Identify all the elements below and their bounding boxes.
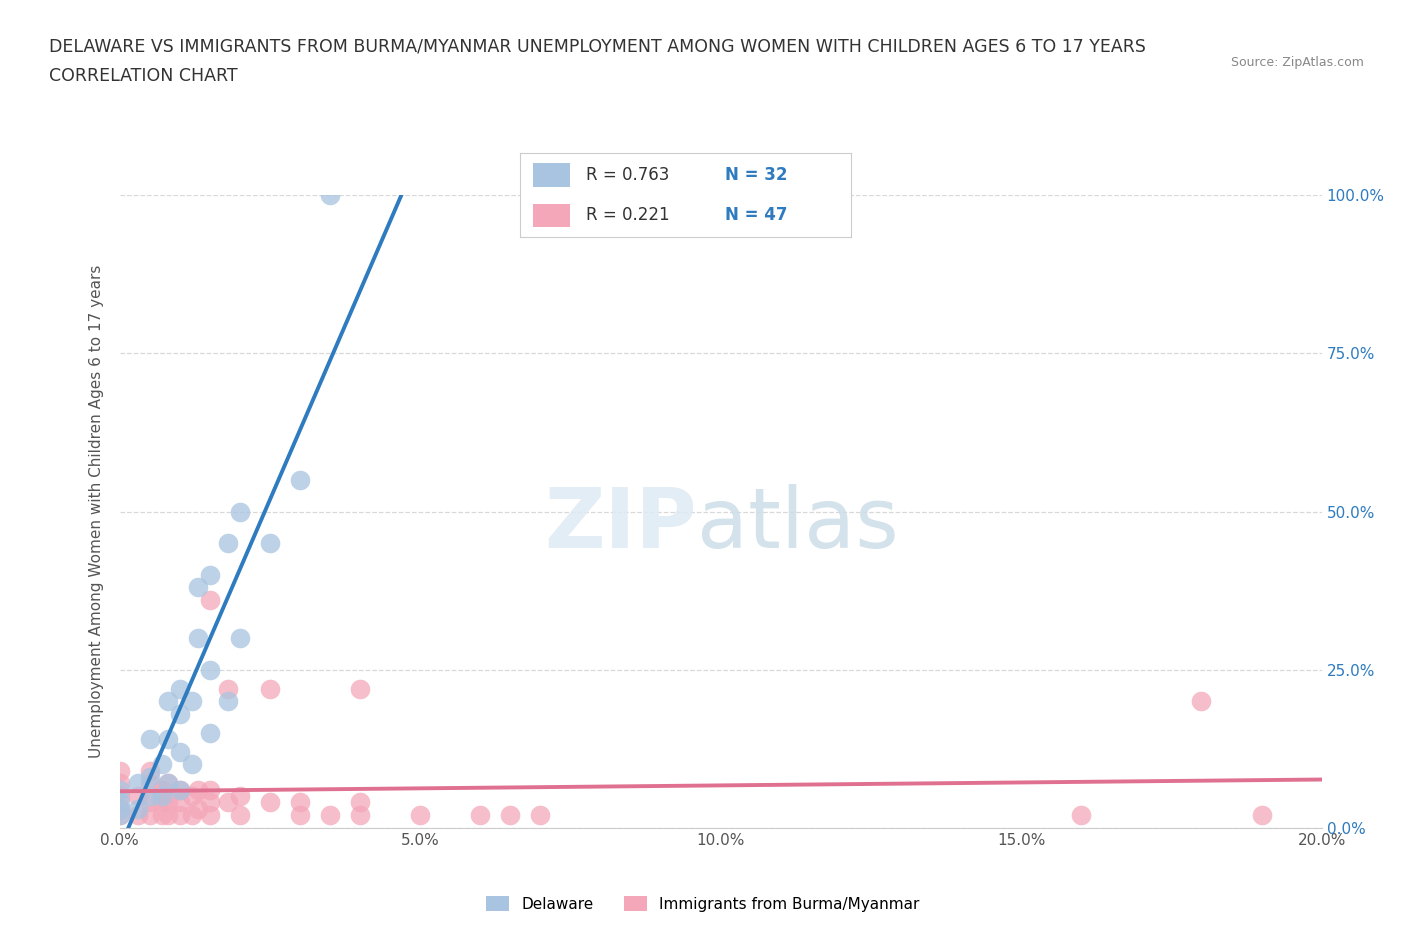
- Point: [217, 694, 239, 709]
- Point: [108, 776, 131, 790]
- Point: [198, 567, 221, 582]
- Text: R = 0.221: R = 0.221: [586, 206, 669, 224]
- Point: [169, 795, 191, 810]
- Point: [217, 795, 239, 810]
- Point: [198, 782, 221, 797]
- Point: [180, 789, 202, 804]
- Point: [228, 631, 252, 645]
- Y-axis label: Unemployment Among Women with Children Ages 6 to 17 years: Unemployment Among Women with Children A…: [89, 265, 104, 758]
- Text: Source: ZipAtlas.com: Source: ZipAtlas.com: [1230, 56, 1364, 69]
- Point: [127, 807, 149, 822]
- Point: [1250, 807, 1272, 822]
- Point: [156, 776, 179, 790]
- Point: [156, 732, 179, 747]
- Point: [169, 807, 191, 822]
- Point: [156, 776, 179, 790]
- Point: [349, 807, 371, 822]
- Point: [138, 770, 160, 785]
- Point: [138, 795, 160, 810]
- Point: [108, 807, 131, 822]
- Point: [198, 592, 221, 607]
- Point: [198, 725, 221, 740]
- Point: [138, 789, 160, 804]
- Point: [169, 707, 191, 722]
- Point: [187, 631, 209, 645]
- Text: N = 47: N = 47: [725, 206, 787, 224]
- Point: [288, 807, 311, 822]
- Point: [217, 681, 239, 696]
- Text: ZIP: ZIP: [544, 484, 696, 565]
- Point: [468, 807, 492, 822]
- Point: [138, 732, 160, 747]
- Point: [180, 757, 202, 772]
- Point: [198, 795, 221, 810]
- Point: [108, 807, 131, 822]
- Text: atlas: atlas: [696, 484, 898, 565]
- Point: [499, 807, 522, 822]
- Point: [349, 795, 371, 810]
- Point: [198, 807, 221, 822]
- Point: [259, 681, 281, 696]
- Point: [156, 795, 179, 810]
- Point: [150, 795, 173, 810]
- Point: [156, 807, 179, 822]
- Point: [288, 795, 311, 810]
- Point: [288, 472, 311, 487]
- Point: [127, 776, 149, 790]
- Point: [150, 782, 173, 797]
- Point: [169, 782, 191, 797]
- Point: [259, 536, 281, 551]
- Bar: [533, 204, 569, 227]
- Point: [127, 802, 149, 817]
- Point: [187, 782, 209, 797]
- Legend: Delaware, Immigrants from Burma/Myanmar: Delaware, Immigrants from Burma/Myanmar: [481, 889, 925, 918]
- Bar: [533, 164, 569, 187]
- Point: [180, 694, 202, 709]
- Point: [108, 764, 131, 778]
- Point: [187, 580, 209, 595]
- Text: CORRELATION CHART: CORRELATION CHART: [49, 67, 238, 85]
- Point: [180, 807, 202, 822]
- Point: [150, 807, 173, 822]
- Point: [1070, 807, 1092, 822]
- Point: [169, 782, 191, 797]
- Point: [529, 807, 551, 822]
- Point: [127, 789, 149, 804]
- Point: [150, 789, 173, 804]
- Point: [108, 789, 131, 804]
- Text: R = 0.763: R = 0.763: [586, 166, 669, 184]
- Point: [319, 188, 342, 203]
- Point: [409, 807, 432, 822]
- Point: [156, 694, 179, 709]
- Point: [228, 807, 252, 822]
- Point: [108, 782, 131, 797]
- Point: [187, 802, 209, 817]
- Point: [108, 802, 131, 817]
- Text: N = 32: N = 32: [725, 166, 787, 184]
- Point: [259, 795, 281, 810]
- Point: [228, 789, 252, 804]
- Point: [108, 795, 131, 810]
- Point: [169, 744, 191, 759]
- Point: [108, 802, 131, 817]
- Point: [138, 764, 160, 778]
- Point: [319, 807, 342, 822]
- Point: [150, 757, 173, 772]
- Point: [349, 681, 371, 696]
- Point: [169, 681, 191, 696]
- Point: [138, 807, 160, 822]
- Text: DELAWARE VS IMMIGRANTS FROM BURMA/MYANMAR UNEMPLOYMENT AMONG WOMEN WITH CHILDREN: DELAWARE VS IMMIGRANTS FROM BURMA/MYANMA…: [49, 37, 1146, 55]
- Point: [217, 536, 239, 551]
- Point: [228, 504, 252, 519]
- Point: [198, 662, 221, 677]
- Point: [138, 776, 160, 790]
- Point: [1189, 694, 1212, 709]
